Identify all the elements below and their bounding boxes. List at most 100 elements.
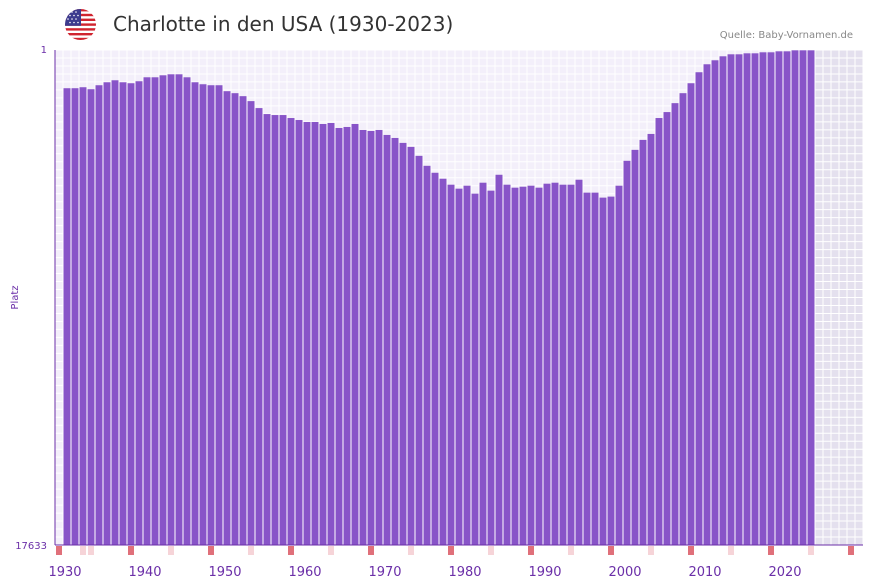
bar-1937 (119, 82, 127, 546)
chart-title: Charlotte in den USA (1930-2023) (113, 12, 454, 36)
bar-1932 (79, 87, 87, 545)
bar-2010 (703, 64, 711, 545)
y-tick-label-top: 1 (41, 45, 47, 56)
bar-1946 (191, 82, 199, 546)
bar-1986 (511, 187, 519, 545)
bar-1957 (279, 115, 287, 545)
bar-1975 (423, 165, 431, 546)
marker-strong-1929 (56, 546, 62, 555)
marker-light-1963 (328, 546, 334, 555)
bar-1930 (63, 88, 71, 546)
bar-1944 (175, 74, 183, 546)
marker-strong-1958 (288, 546, 294, 555)
bar-1987 (519, 186, 527, 546)
bar-2002 (639, 139, 647, 545)
bar-1966 (351, 124, 359, 545)
bar-1954 (255, 108, 263, 545)
bar-1958 (287, 118, 295, 545)
axes (54, 50, 863, 546)
x-tick-label-1970: 1970 (368, 565, 401, 580)
bar-1948 (207, 85, 215, 545)
marker-light-1943 (168, 546, 174, 555)
marker-light-1933 (88, 546, 94, 555)
marker-light-2013 (728, 546, 734, 555)
x-tick-label-1990: 1990 (528, 565, 561, 580)
bar-1976 (431, 172, 439, 546)
bar-2018 (767, 52, 775, 545)
bar-2008 (687, 83, 695, 545)
bar-1990 (543, 183, 551, 546)
bar-2004 (655, 118, 663, 545)
marker-strong-2028 (848, 546, 854, 555)
bar-1949 (215, 85, 223, 545)
bar-1994 (575, 179, 583, 546)
bar-1961 (311, 122, 319, 545)
bar-1970 (383, 134, 391, 546)
bar-1988 (527, 185, 535, 545)
bar-1950 (223, 91, 231, 545)
bar-2009 (695, 72, 703, 546)
bar-2014 (735, 54, 743, 545)
marker-light-1973 (408, 546, 414, 555)
bar-1967 (359, 129, 367, 545)
bar-2017 (759, 52, 767, 545)
bar-1979 (455, 188, 463, 545)
bar-1938 (127, 83, 135, 545)
bar-1935 (103, 82, 111, 546)
bar-1984 (495, 174, 503, 545)
bar-2011 (711, 60, 719, 546)
bar-1982 (479, 182, 487, 545)
bar-1939 (135, 81, 143, 546)
bar-2012 (719, 56, 727, 545)
bar-1947 (199, 84, 207, 545)
bar-1952 (239, 96, 247, 545)
decade-markers (56, 546, 854, 555)
marker-strong-1968 (368, 546, 374, 555)
bar-1973 (407, 146, 415, 545)
x-tick-label-2000: 2000 (608, 565, 641, 580)
bar-1985 (503, 184, 511, 545)
bar-1941 (151, 77, 159, 545)
bar-2023 (807, 50, 815, 546)
bar-1956 (271, 115, 279, 545)
marker-light-2003 (648, 546, 654, 555)
bar-2007 (679, 93, 687, 546)
bar-1968 (367, 130, 375, 546)
bar-1943 (167, 74, 175, 546)
marker-strong-1988 (528, 546, 534, 555)
marker-strong-1948 (208, 546, 214, 555)
marker-light-2023 (808, 546, 814, 555)
bar-1981 (471, 193, 479, 546)
bar-1989 (535, 187, 543, 545)
bar-1951 (231, 93, 239, 546)
x-tick-label-2020: 2020 (768, 565, 801, 580)
bar-1996 (591, 192, 599, 545)
bar-1960 (303, 122, 311, 545)
bar-1963 (327, 122, 335, 546)
chart-header: Charlotte in den USA (1930-2023) Quelle:… (0, 0, 873, 48)
bar-2003 (647, 133, 655, 545)
bar-1997 (599, 197, 607, 546)
marker-light-1953 (248, 546, 254, 555)
bar-2013 (727, 54, 735, 545)
marker-light-1932 (80, 546, 86, 555)
bar-1959 (295, 120, 303, 545)
bar-1933 (87, 89, 95, 546)
bar-1971 (391, 137, 399, 546)
x-tick-label-2010: 2010 (688, 565, 721, 580)
bar-1965 (343, 126, 351, 545)
bar-1945 (183, 77, 191, 545)
y-axis-title: Platz (10, 285, 21, 309)
bar-1936 (111, 80, 119, 545)
marker-strong-1938 (128, 546, 134, 555)
bar-2022 (799, 50, 807, 546)
axis-labels: 1 17633 Platz 1930 1940 1950 1960 1970 1980 1990 2… (10, 45, 802, 580)
bar-1931 (71, 88, 79, 546)
bar-1969 (375, 129, 383, 545)
bar-1955 (263, 114, 271, 546)
bar-1962 (319, 124, 327, 545)
bar-2015 (743, 53, 751, 546)
marker-strong-2018 (768, 546, 774, 555)
bar-1993 (567, 184, 575, 545)
